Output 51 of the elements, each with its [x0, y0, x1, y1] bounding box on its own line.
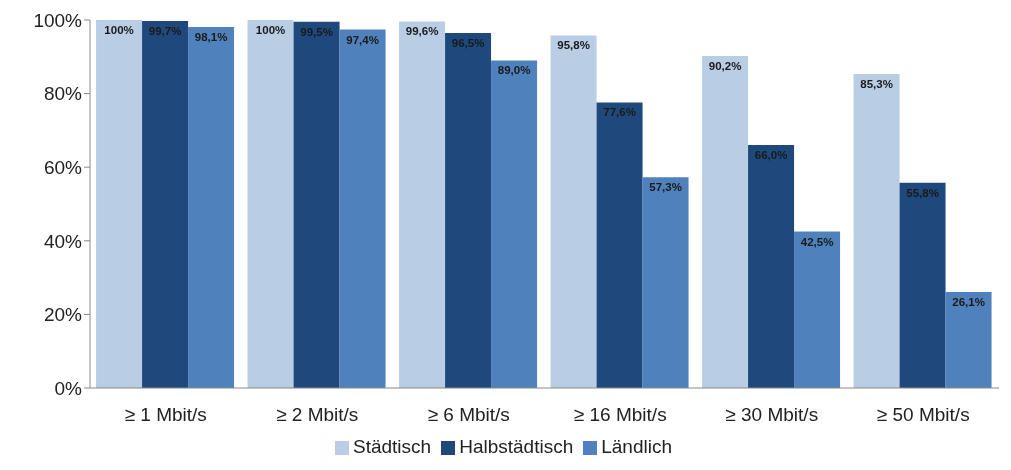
data-label: 100% [255, 24, 286, 36]
bar [945, 291, 992, 388]
data-label: 96,5% [451, 36, 485, 49]
x-tick-label: ≥ 2 Mbit/s [276, 404, 359, 426]
y-tick-label: 0% [54, 377, 83, 399]
bar [188, 26, 235, 388]
x-tick-label: ≥ 30 Mbit/s [725, 404, 819, 426]
bar [899, 182, 946, 388]
y-tick-label: 80% [43, 83, 83, 105]
bar [445, 32, 492, 388]
data-label: 89,0% [497, 64, 531, 77]
bar [491, 60, 538, 388]
data-label: 57,3% [649, 181, 682, 194]
bar [596, 102, 643, 388]
data-label: 85,3% [860, 78, 893, 91]
bar [247, 20, 294, 388]
y-tick-label: 20% [43, 304, 83, 326]
data-label: 55,8% [906, 186, 939, 199]
legend-label: Halbstädtisch [459, 436, 574, 457]
y-tick-label: 60% [43, 156, 83, 178]
y-tick-label: 100% [33, 9, 83, 31]
data-label: 66,0% [754, 149, 788, 162]
bar [293, 21, 340, 388]
data-label: 95,8% [557, 39, 590, 52]
data-label: 42,5% [800, 235, 834, 248]
legend-label: Ländlich [601, 436, 672, 457]
bar [96, 20, 143, 388]
bar [853, 74, 900, 388]
bar [339, 29, 386, 388]
data-label: 26,1% [952, 295, 985, 308]
x-tick-label: ≥ 50 Mbit/s [876, 404, 970, 426]
data-label: 99,5% [300, 25, 333, 38]
bar [399, 21, 446, 388]
x-tick-label: ≥ 1 Mbit/s [124, 404, 207, 426]
data-label: 90,2% [708, 60, 742, 73]
data-label: 98,1% [194, 30, 228, 43]
bar [642, 177, 689, 388]
data-label: 77,6% [603, 106, 636, 119]
bar [748, 145, 795, 388]
data-label: 100% [104, 24, 134, 36]
x-tick-label: ≥ 16 Mbit/s [573, 404, 667, 426]
bar [794, 231, 841, 388]
bar [550, 35, 597, 388]
y-tick-label: 40% [43, 230, 83, 252]
data-label: 99,7% [148, 25, 182, 38]
legend-label: Städtisch [353, 436, 432, 457]
x-tick-label: ≥ 6 Mbit/s [427, 404, 510, 426]
bar [142, 21, 189, 388]
bar [702, 56, 749, 388]
data-label: 97,4% [346, 33, 379, 46]
data-label: 99,6% [405, 25, 439, 38]
